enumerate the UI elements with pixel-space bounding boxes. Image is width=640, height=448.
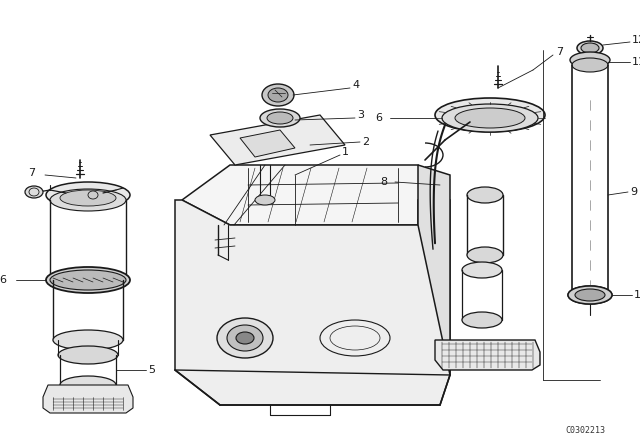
Polygon shape [418,165,450,375]
Ellipse shape [462,312,502,328]
Ellipse shape [577,41,603,55]
Ellipse shape [25,186,43,198]
Text: 7: 7 [28,168,35,178]
Polygon shape [240,130,295,157]
Text: 6: 6 [0,275,6,285]
Polygon shape [43,385,133,413]
Text: 8: 8 [380,177,387,187]
Text: 7: 7 [556,47,563,57]
Ellipse shape [53,330,123,350]
Ellipse shape [50,189,126,211]
Text: 11: 11 [632,57,640,67]
Text: 9: 9 [630,187,637,197]
Ellipse shape [467,187,503,203]
Ellipse shape [262,84,294,106]
Ellipse shape [255,195,275,205]
Text: 2: 2 [362,137,369,147]
Ellipse shape [60,376,116,394]
Ellipse shape [46,182,130,208]
Ellipse shape [236,332,254,344]
Ellipse shape [568,286,612,304]
Ellipse shape [467,247,503,263]
Text: 3: 3 [357,110,364,120]
Ellipse shape [462,262,502,278]
Ellipse shape [267,112,293,124]
Ellipse shape [227,325,263,351]
Ellipse shape [455,108,525,128]
Text: 12: 12 [632,35,640,45]
Ellipse shape [442,104,538,132]
Ellipse shape [60,190,116,206]
Ellipse shape [435,98,545,132]
Polygon shape [210,115,345,165]
Text: 6: 6 [375,113,382,123]
Ellipse shape [58,346,118,364]
Ellipse shape [575,289,605,301]
Text: 10: 10 [634,290,640,300]
Ellipse shape [268,88,288,102]
Text: 5: 5 [148,365,155,375]
Ellipse shape [46,267,130,293]
Text: 1: 1 [342,147,349,157]
Polygon shape [175,200,450,405]
Ellipse shape [217,318,273,358]
Ellipse shape [572,58,608,72]
Ellipse shape [50,270,126,290]
Polygon shape [435,340,540,370]
Ellipse shape [570,52,610,68]
Text: 4: 4 [352,80,359,90]
Ellipse shape [260,109,300,127]
Text: C0302213: C0302213 [565,426,605,435]
Polygon shape [182,165,448,225]
Ellipse shape [581,43,599,53]
